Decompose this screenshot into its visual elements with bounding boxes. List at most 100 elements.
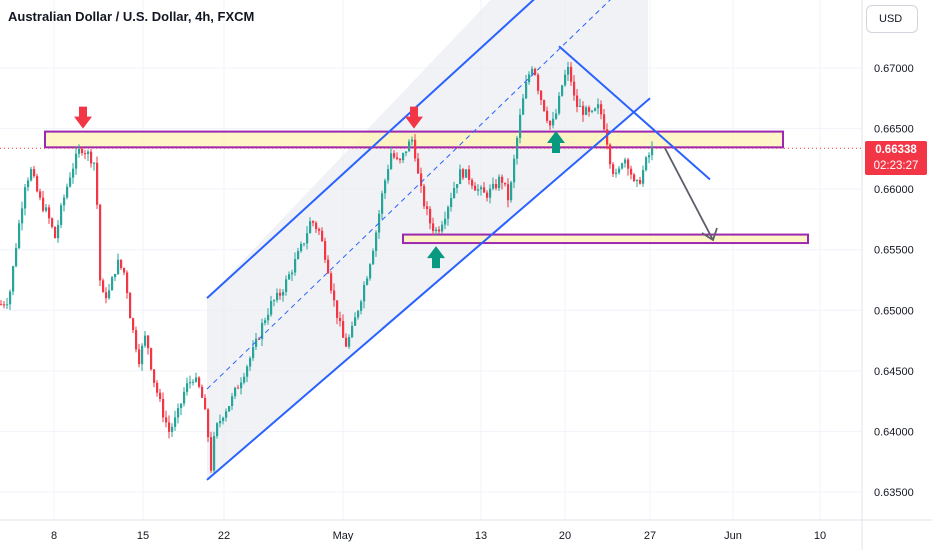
candle-body xyxy=(555,113,558,119)
candle xyxy=(600,100,603,120)
candle-body xyxy=(51,218,54,227)
candle-body xyxy=(45,207,48,211)
candle xyxy=(273,299,276,307)
candle xyxy=(465,169,468,178)
candle xyxy=(117,253,120,276)
candle xyxy=(567,61,570,81)
candle-body xyxy=(210,437,213,471)
candle xyxy=(165,410,168,428)
candle xyxy=(303,243,306,247)
candle xyxy=(27,177,30,192)
candle xyxy=(249,356,252,372)
candle-body xyxy=(276,292,279,301)
candle-body xyxy=(489,188,492,198)
candle-body xyxy=(330,273,333,291)
candle-body xyxy=(402,153,405,161)
candle xyxy=(267,308,270,325)
price-axis[interactable]: 0.63500 0.64000 0.64500 0.65000 0.65500 0.660… xyxy=(861,0,914,550)
candle-body xyxy=(636,179,639,182)
candle-body xyxy=(348,337,351,347)
candle xyxy=(168,415,171,439)
candle-body xyxy=(15,248,18,267)
candle xyxy=(378,210,381,239)
candle-body xyxy=(183,391,186,404)
candle xyxy=(144,330,147,348)
candle xyxy=(174,410,177,431)
support-zone xyxy=(402,233,809,245)
candle-body xyxy=(129,293,132,319)
time-axis[interactable]: 8 15 22 May 13 20 27 Jun 10 xyxy=(0,519,932,542)
y-tick-label: 0.66500 xyxy=(874,124,914,136)
candle xyxy=(432,217,435,236)
resistance-arrow-down-icon xyxy=(405,106,423,129)
candle xyxy=(402,152,405,164)
candle xyxy=(573,75,576,101)
candle-body xyxy=(396,157,399,159)
candle-body xyxy=(66,186,69,198)
candle-body xyxy=(417,158,420,174)
candle xyxy=(354,312,357,326)
candle xyxy=(318,227,321,236)
candle xyxy=(462,167,465,180)
candle-body xyxy=(582,105,585,115)
candle xyxy=(45,203,48,213)
candle xyxy=(6,297,9,310)
candle-body xyxy=(60,205,63,225)
candle-body xyxy=(429,208,432,224)
candle xyxy=(612,162,615,178)
candle xyxy=(33,165,36,178)
candle-body xyxy=(225,411,228,418)
current-price: 0.66338 xyxy=(875,144,917,156)
candle-body xyxy=(153,369,156,383)
candle xyxy=(243,372,246,385)
candle xyxy=(39,188,42,201)
candle-body xyxy=(594,108,597,111)
candle xyxy=(609,143,612,169)
resistance-arrow-down-icon xyxy=(74,106,92,129)
candle xyxy=(171,423,174,437)
candle xyxy=(306,226,309,250)
candle xyxy=(342,314,345,338)
candle-body xyxy=(372,250,375,265)
candle-body xyxy=(288,274,291,280)
candle-body xyxy=(273,300,276,302)
candle-body xyxy=(27,180,30,188)
candle xyxy=(204,394,207,410)
candle xyxy=(159,388,162,403)
projection-arrow-line xyxy=(664,147,714,241)
candle-body xyxy=(159,392,162,399)
candle xyxy=(12,265,15,296)
candle-body xyxy=(561,85,564,96)
candle-body xyxy=(264,320,267,323)
descending-trendline xyxy=(558,45,711,181)
candle-body xyxy=(120,259,123,268)
candle xyxy=(0,300,3,306)
candle-body xyxy=(81,148,84,153)
candle xyxy=(3,301,6,309)
candle-body xyxy=(405,151,408,154)
y-tick-label: 0.64500 xyxy=(874,366,914,378)
candle-body xyxy=(270,301,273,315)
candle-body xyxy=(138,349,141,365)
candle-body xyxy=(516,137,519,159)
candle xyxy=(585,105,588,116)
candle-body xyxy=(558,95,561,114)
candle xyxy=(498,174,501,191)
candle xyxy=(363,281,366,309)
candle-body xyxy=(18,223,21,249)
candle-body xyxy=(243,376,246,383)
candle-body xyxy=(84,152,87,155)
candle-body xyxy=(177,408,180,418)
candle xyxy=(54,226,57,239)
current-price-badge: 0.66338 02:23:27 xyxy=(865,141,927,175)
candle-body xyxy=(468,169,471,181)
currency-button[interactable]: USD xyxy=(866,5,918,33)
candle xyxy=(192,379,195,386)
candle-body xyxy=(597,104,600,109)
candle-body xyxy=(69,177,72,187)
candle xyxy=(72,163,75,184)
candle-body xyxy=(471,180,474,186)
candle-body xyxy=(300,243,303,252)
candle xyxy=(261,318,264,347)
